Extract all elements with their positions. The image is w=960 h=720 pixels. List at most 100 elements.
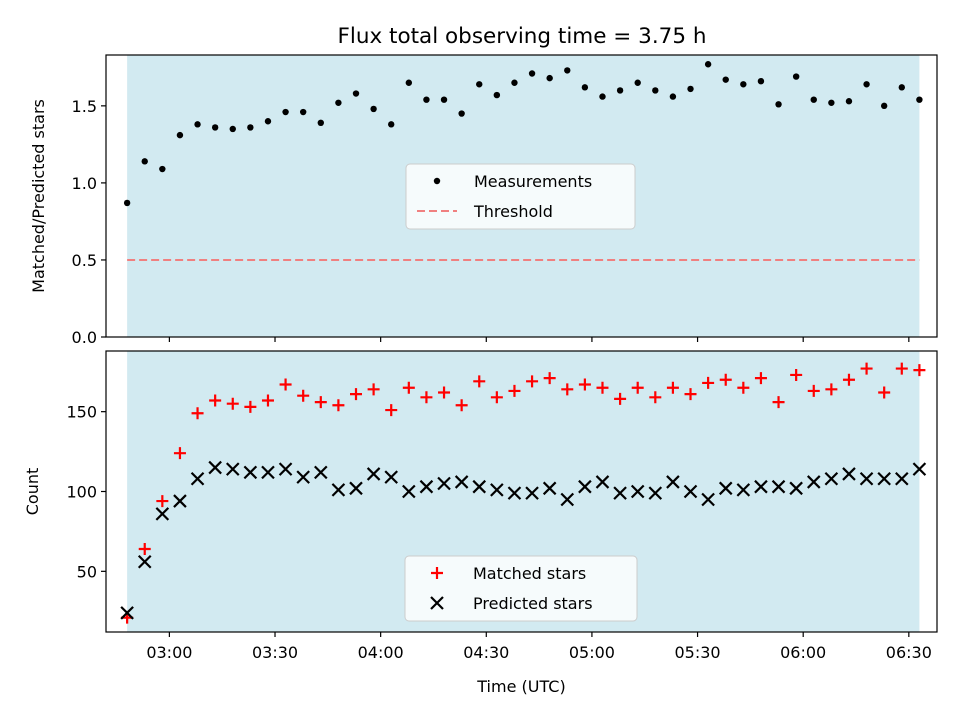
legend-predicted-marker: [430, 596, 444, 610]
matched-star-point: [226, 397, 239, 410]
measurement-point: [652, 87, 659, 94]
matched-star-point: [561, 383, 574, 396]
predicted-star-point: [560, 492, 575, 507]
x-tick-label: 05:00: [569, 643, 615, 662]
matched-star-point: [790, 368, 803, 381]
predicted-star-point: [754, 479, 768, 494]
axes-frame: [105, 54, 938, 338]
legend-label-matched-stars: Matched stars: [473, 564, 586, 583]
y-tick-label: 0.0: [72, 328, 97, 347]
measurement-point: [423, 96, 430, 103]
matched-star-point: [737, 381, 750, 394]
measurement-point: [669, 93, 677, 100]
y-tick-label: 0.5: [72, 251, 97, 270]
ratio-axes: 0.0 0.5 1.0 1.5: [72, 54, 938, 347]
x-glyph: [430, 596, 444, 610]
measurement-point: [845, 98, 853, 105]
measurement-point: [511, 79, 518, 86]
measurement-point: [370, 105, 377, 113]
predicted-star-point: [173, 494, 187, 508]
predicted-star-point: [419, 479, 434, 494]
measurement-point: [141, 158, 148, 165]
y-tick-label: 100: [66, 483, 97, 502]
matched-star-point: [350, 388, 363, 401]
count-legend: Matched stars Predicted stars: [404, 555, 638, 622]
predicted-star-point: [190, 471, 205, 486]
matched-star-point: [490, 391, 503, 404]
predicted-star-point: [578, 479, 592, 494]
matched-star-point: [754, 372, 767, 385]
matched-star-point: [684, 388, 697, 401]
x-axis-label: Time (UTC): [476, 677, 565, 696]
matched-star-point: [367, 383, 380, 396]
predicted-star-point: [243, 465, 258, 480]
predicted-star-point: [718, 481, 733, 496]
x-tick-label: 06:30: [886, 643, 932, 662]
predicted-star-point: [261, 465, 275, 480]
matched-star-point: [913, 364, 926, 377]
predicted-star-point: [806, 475, 821, 489]
matched-star-point: [702, 376, 715, 389]
predicted-star-point: [225, 462, 240, 476]
ratio-panel: 0.0 0.5 1.0 1.5 Matched/Predicted stars Mea…: [29, 54, 938, 347]
y-tick-label: 50: [77, 562, 97, 581]
matched-star-point: [473, 375, 486, 388]
matched-star-point: [314, 396, 327, 409]
measurement-point: [247, 124, 254, 131]
legend-measurement-marker: [433, 177, 441, 185]
measurement-point: [299, 108, 307, 116]
measurement-point: [211, 124, 219, 131]
matched-star-point: [297, 389, 310, 402]
predicted-star-point: [437, 476, 451, 491]
matched-star-point: [631, 381, 644, 394]
measurement-point: [264, 118, 272, 125]
measurement-point: [476, 81, 483, 88]
y-tick-label: 1.0: [72, 174, 97, 193]
matched-star-point: [807, 384, 820, 397]
measurement-point: [493, 91, 501, 99]
predicted-star-point: [278, 462, 293, 476]
plus-glyph: [431, 567, 443, 579]
measurement-point: [159, 165, 166, 173]
predicted-star-point: [912, 462, 927, 476]
x-tick-label: 06:00: [780, 643, 826, 662]
legend-label-predicted-stars: Predicted stars: [473, 594, 593, 613]
measurement-point: [740, 81, 747, 88]
measurement-point: [229, 125, 236, 133]
measurement-point: [687, 85, 694, 93]
predicted-star-point: [824, 471, 839, 486]
x-tick-label: 03:30: [252, 643, 298, 662]
predicted-star-point: [683, 484, 698, 499]
measurement-point: [757, 77, 765, 85]
predicted-star-point: [349, 481, 363, 496]
count-y-axis-label: Count: [23, 468, 42, 516]
measurement-point: [317, 119, 324, 127]
measurement-point: [440, 96, 448, 103]
predicted-star-point: [877, 471, 891, 486]
predicted-star-point: [454, 475, 469, 489]
matched-star-point: [719, 373, 732, 386]
matched-star-point: [878, 386, 891, 399]
predicted-star-point: [859, 471, 874, 486]
legend-label-measurements: Measurements: [474, 172, 592, 191]
matched-star-point: [332, 399, 345, 412]
matched-star-point: [895, 362, 908, 375]
matched-star-point: [156, 495, 169, 508]
predicted-star-point: [613, 486, 627, 500]
chart-title: Flux total observing time = 3.75 h: [338, 24, 707, 49]
predicted-star-point: [120, 606, 134, 620]
legend-matched-marker: [431, 567, 443, 579]
measurement-point: [704, 61, 712, 68]
predicted-star-point: [384, 470, 398, 484]
predicted-star-point: [296, 470, 310, 484]
matched-star-point: [666, 381, 679, 394]
predicted-star-point: [525, 486, 539, 500]
predicted-star-markers: [120, 460, 927, 620]
matched-star-point: [508, 384, 521, 397]
measurement-point: [352, 90, 360, 97]
matched-star-point: [543, 372, 556, 385]
predicted-star-point: [630, 484, 645, 499]
matched-star-point: [825, 383, 838, 396]
matched-star-point: [842, 373, 855, 386]
